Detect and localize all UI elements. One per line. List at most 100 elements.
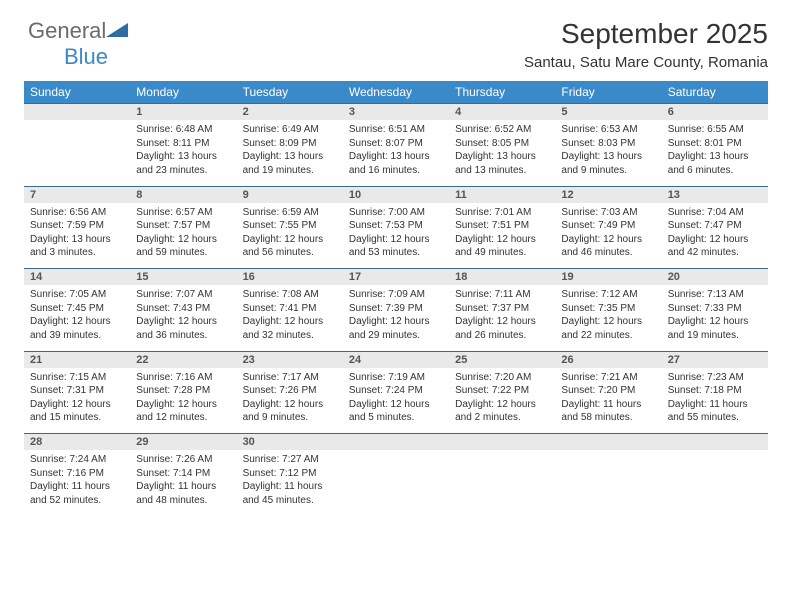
sunset-line: Sunset: 7:31 PM — [30, 384, 124, 398]
sunrise-line: Sunrise: 7:23 AM — [668, 371, 762, 385]
sunrise-line: Sunrise: 7:11 AM — [455, 288, 549, 302]
day-number-cell: 14 — [24, 269, 130, 286]
day-number-cell: 22 — [130, 351, 236, 368]
day-number-cell: 13 — [662, 186, 768, 203]
header: General Blue September 2025 Santau, Satu… — [24, 18, 768, 71]
sunset-line: Sunset: 8:01 PM — [668, 137, 762, 151]
day-detail-row: Sunrise: 6:48 AMSunset: 8:11 PMDaylight:… — [24, 120, 768, 186]
day-detail-cell: Sunrise: 7:26 AMSunset: 7:14 PMDaylight:… — [130, 450, 236, 516]
weekday-header: Monday — [130, 81, 236, 104]
sunrise-line: Sunrise: 7:12 AM — [561, 288, 655, 302]
day-number-cell: 12 — [555, 186, 661, 203]
day-number-cell: 20 — [662, 269, 768, 286]
sunset-line: Sunset: 7:12 PM — [243, 467, 337, 481]
daylight-line: Daylight: 13 hours and 3 minutes. — [30, 233, 124, 260]
sunset-line: Sunset: 8:07 PM — [349, 137, 443, 151]
sunset-line: Sunset: 7:49 PM — [561, 219, 655, 233]
daylight-line: Daylight: 12 hours and 2 minutes. — [455, 398, 549, 425]
day-number-row: 282930 — [24, 434, 768, 451]
daylight-line: Daylight: 12 hours and 46 minutes. — [561, 233, 655, 260]
daylight-line: Daylight: 12 hours and 36 minutes. — [136, 315, 230, 342]
day-number-row: 14151617181920 — [24, 269, 768, 286]
day-detail-cell: Sunrise: 6:59 AMSunset: 7:55 PMDaylight:… — [237, 203, 343, 269]
day-detail-row: Sunrise: 7:05 AMSunset: 7:45 PMDaylight:… — [24, 285, 768, 351]
sunset-line: Sunset: 7:22 PM — [455, 384, 549, 398]
weekday-header: Wednesday — [343, 81, 449, 104]
sunset-line: Sunset: 7:41 PM — [243, 302, 337, 316]
day-detail-cell — [662, 450, 768, 516]
day-detail-cell: Sunrise: 6:53 AMSunset: 8:03 PMDaylight:… — [555, 120, 661, 186]
day-detail-cell: Sunrise: 6:56 AMSunset: 7:59 PMDaylight:… — [24, 203, 130, 269]
sunrise-line: Sunrise: 7:04 AM — [668, 206, 762, 220]
day-detail-cell: Sunrise: 7:11 AMSunset: 7:37 PMDaylight:… — [449, 285, 555, 351]
sunset-line: Sunset: 7:24 PM — [349, 384, 443, 398]
daylight-line: Daylight: 13 hours and 13 minutes. — [455, 150, 549, 177]
calendar-table: SundayMondayTuesdayWednesdayThursdayFrid… — [24, 81, 768, 516]
day-number-row: 78910111213 — [24, 186, 768, 203]
daylight-line: Daylight: 11 hours and 45 minutes. — [243, 480, 337, 507]
sunrise-line: Sunrise: 7:16 AM — [136, 371, 230, 385]
day-number-cell: 4 — [449, 104, 555, 121]
sunrise-line: Sunrise: 7:00 AM — [349, 206, 443, 220]
sunset-line: Sunset: 8:05 PM — [455, 137, 549, 151]
sunset-line: Sunset: 7:37 PM — [455, 302, 549, 316]
day-detail-cell: Sunrise: 7:04 AMSunset: 7:47 PMDaylight:… — [662, 203, 768, 269]
day-detail-cell: Sunrise: 6:55 AMSunset: 8:01 PMDaylight:… — [662, 120, 768, 186]
sunrise-line: Sunrise: 6:59 AM — [243, 206, 337, 220]
sunrise-line: Sunrise: 7:01 AM — [455, 206, 549, 220]
sunrise-line: Sunrise: 7:13 AM — [668, 288, 762, 302]
sunrise-line: Sunrise: 7:19 AM — [349, 371, 443, 385]
sunset-line: Sunset: 7:14 PM — [136, 467, 230, 481]
day-number-cell: 5 — [555, 104, 661, 121]
logo-text-blue: Blue — [64, 44, 108, 69]
sunrise-line: Sunrise: 7:03 AM — [561, 206, 655, 220]
sunset-line: Sunset: 7:33 PM — [668, 302, 762, 316]
daylight-line: Daylight: 12 hours and 15 minutes. — [30, 398, 124, 425]
day-number-cell: 10 — [343, 186, 449, 203]
day-detail-cell: Sunrise: 7:00 AMSunset: 7:53 PMDaylight:… — [343, 203, 449, 269]
sunset-line: Sunset: 8:09 PM — [243, 137, 337, 151]
sunset-line: Sunset: 7:53 PM — [349, 219, 443, 233]
daylight-line: Daylight: 12 hours and 5 minutes. — [349, 398, 443, 425]
sunset-line: Sunset: 7:18 PM — [668, 384, 762, 398]
sunrise-line: Sunrise: 7:15 AM — [30, 371, 124, 385]
month-title: September 2025 — [524, 18, 768, 50]
daylight-line: Daylight: 12 hours and 19 minutes. — [668, 315, 762, 342]
sunset-line: Sunset: 8:03 PM — [561, 137, 655, 151]
day-detail-cell: Sunrise: 7:23 AMSunset: 7:18 PMDaylight:… — [662, 368, 768, 434]
day-number-cell: 21 — [24, 351, 130, 368]
day-detail-cell: Sunrise: 7:08 AMSunset: 7:41 PMDaylight:… — [237, 285, 343, 351]
day-detail-cell: Sunrise: 7:20 AMSunset: 7:22 PMDaylight:… — [449, 368, 555, 434]
sunset-line: Sunset: 7:57 PM — [136, 219, 230, 233]
daylight-line: Daylight: 13 hours and 19 minutes. — [243, 150, 337, 177]
sunset-line: Sunset: 7:47 PM — [668, 219, 762, 233]
day-number-cell — [343, 434, 449, 451]
sunrise-line: Sunrise: 7:17 AM — [243, 371, 337, 385]
daylight-line: Daylight: 12 hours and 56 minutes. — [243, 233, 337, 260]
daylight-line: Daylight: 12 hours and 53 minutes. — [349, 233, 443, 260]
daylight-line: Daylight: 12 hours and 49 minutes. — [455, 233, 549, 260]
day-number-cell — [24, 104, 130, 121]
daylight-line: Daylight: 11 hours and 58 minutes. — [561, 398, 655, 425]
day-detail-cell: Sunrise: 7:16 AMSunset: 7:28 PMDaylight:… — [130, 368, 236, 434]
day-number-cell: 2 — [237, 104, 343, 121]
sunset-line: Sunset: 8:11 PM — [136, 137, 230, 151]
sunset-line: Sunset: 7:55 PM — [243, 219, 337, 233]
day-number-cell — [449, 434, 555, 451]
daylight-line: Daylight: 11 hours and 52 minutes. — [30, 480, 124, 507]
day-number-cell: 28 — [24, 434, 130, 451]
sunrise-line: Sunrise: 7:21 AM — [561, 371, 655, 385]
daylight-line: Daylight: 12 hours and 12 minutes. — [136, 398, 230, 425]
day-detail-cell: Sunrise: 7:12 AMSunset: 7:35 PMDaylight:… — [555, 285, 661, 351]
day-detail-cell: Sunrise: 6:48 AMSunset: 8:11 PMDaylight:… — [130, 120, 236, 186]
sunset-line: Sunset: 7:45 PM — [30, 302, 124, 316]
sunset-line: Sunset: 7:39 PM — [349, 302, 443, 316]
day-detail-cell — [555, 450, 661, 516]
weekday-header: Saturday — [662, 81, 768, 104]
weekday-header: Thursday — [449, 81, 555, 104]
day-number-cell: 3 — [343, 104, 449, 121]
sunrise-line: Sunrise: 6:51 AM — [349, 123, 443, 137]
daylight-line: Daylight: 13 hours and 9 minutes. — [561, 150, 655, 177]
sunrise-line: Sunrise: 6:52 AM — [455, 123, 549, 137]
day-detail-cell — [449, 450, 555, 516]
